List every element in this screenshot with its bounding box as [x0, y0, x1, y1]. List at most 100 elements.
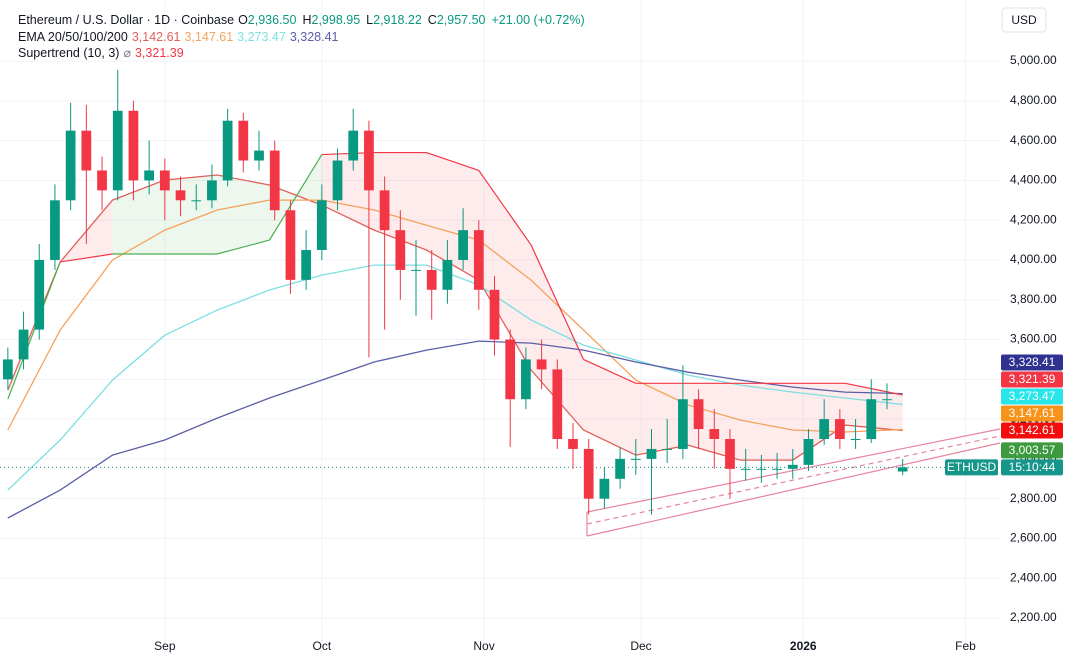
candle-body — [756, 468, 767, 470]
legend: Ethereum / U.S. Dollar · 1D · Coinbase O2… — [18, 12, 589, 62]
candle-body — [159, 170, 170, 191]
axes: 2,200.002,400.002,600.002,800.003,000.00… — [154, 53, 1063, 653]
candle-body — [207, 180, 217, 201]
candle-body — [646, 448, 657, 459]
candle-body — [254, 150, 264, 161]
supertrend-area — [531, 245, 584, 431]
candle-body — [285, 210, 296, 280]
candle-body — [521, 359, 531, 400]
symbol-title: Ethereum / U.S. Dollar · 1D · Coinbase — [18, 13, 235, 27]
currency: USD — [1011, 13, 1037, 27]
candle-body — [662, 448, 673, 450]
candle-body — [787, 464, 798, 469]
ohlc-key: H — [302, 13, 312, 27]
ohlc-item: O2,936.50 — [238, 13, 300, 27]
candle-body — [348, 130, 359, 161]
candle-body — [897, 467, 908, 472]
y-tick-label: 2,600.00 — [1010, 531, 1057, 545]
symbol-tag-label: ETHUSD — [947, 460, 997, 474]
candle-body — [238, 120, 249, 161]
price-tag-label: 3,321.39 — [1009, 372, 1056, 386]
candle-body — [144, 170, 155, 181]
candle-body — [395, 230, 406, 270]
y-tick-label: 4,200.00 — [1010, 212, 1057, 226]
x-tick-label: Oct — [312, 639, 331, 653]
ema-line — [7, 199, 903, 433]
candle-body — [568, 438, 578, 449]
supertrend-segment — [217, 239, 270, 255]
ema-line — [7, 264, 903, 491]
candle-body — [615, 458, 625, 479]
ohlc-key: O — [238, 13, 248, 27]
ohlc-value: 2,957.50 — [436, 13, 486, 27]
supertrend-area — [740, 383, 793, 461]
supertrend-area — [583, 359, 636, 456]
candle-body — [128, 110, 139, 181]
candle-body — [458, 230, 468, 260]
price-tag-label: 3,003.57 — [1009, 443, 1056, 457]
ohlc-value: 2,998.95 — [311, 13, 361, 27]
ema-value: 3,147.61 — [184, 29, 234, 44]
supertrend-segment — [530, 244, 585, 360]
symbol-row: Ethereum / U.S. Dollar · 1D · Coinbase O2… — [18, 12, 589, 29]
ema-row: EMA 20/50/100/200 3,142.61 3,147.61 3,273.4… — [18, 29, 589, 46]
supertrend-area — [426, 152, 479, 281]
x-tick-label: Dec — [630, 639, 651, 653]
candle-body — [426, 269, 437, 290]
supertrend-segment — [7, 261, 61, 400]
currency-box[interactable] — [1001, 7, 1047, 33]
candle-body — [693, 399, 704, 430]
channel-line — [586, 442, 1001, 537]
y-tick-label: 3,800.00 — [1010, 292, 1057, 306]
candle-body — [65, 130, 76, 201]
supertrend-segment — [426, 151, 480, 172]
price-tag — [1001, 422, 1063, 439]
candle-body — [552, 369, 563, 439]
candle-body — [882, 399, 892, 401]
x-tick-label: Nov — [473, 639, 494, 653]
ohlc-item: H2,998.95 — [302, 13, 364, 27]
candle-body — [364, 130, 374, 191]
x-tick-label: Sep — [154, 639, 176, 653]
candle-body — [709, 429, 720, 439]
candle-body — [34, 259, 45, 330]
price-tag — [1001, 371, 1063, 388]
candle-body — [866, 399, 877, 439]
ohlc-value: 2,936.50 — [247, 13, 297, 27]
candle-body — [678, 399, 688, 449]
ema-value: 3,328.41 — [289, 29, 339, 44]
candle-body — [725, 438, 735, 469]
y-tick-label: 4,800.00 — [1010, 93, 1057, 107]
y-tick-label: 4,600.00 — [1010, 133, 1057, 147]
candle-body — [772, 468, 782, 470]
candle-body — [835, 419, 845, 439]
price-tag — [1001, 354, 1063, 371]
indicators — [0, 151, 1000, 519]
candle-body — [505, 339, 516, 400]
price-tag-label: 3,147.61 — [1009, 406, 1056, 420]
y-tick-label: 3,600.00 — [1010, 332, 1057, 346]
supertrend-area — [635, 383, 689, 456]
ohlc-value: 2,918.22 — [373, 13, 422, 27]
ema-value: 3,142.61 — [131, 29, 181, 44]
y-tick-label: 4,400.00 — [1010, 173, 1057, 187]
candle-body — [473, 230, 484, 290]
candle-body — [803, 438, 814, 465]
y-tick-label: 2,800.00 — [1010, 491, 1057, 505]
channel-line — [586, 428, 1001, 513]
candle-body — [819, 419, 830, 439]
candles — [2, 69, 908, 515]
channel-mid — [586, 435, 1001, 525]
candle-body — [316, 200, 327, 251]
ema-line — [7, 340, 903, 519]
candle-body — [442, 259, 453, 290]
price-tag — [1001, 405, 1063, 422]
ema-line — [7, 174, 903, 461]
candle-body — [175, 190, 186, 201]
candle-body — [379, 190, 390, 231]
candle-body — [18, 329, 29, 360]
x-tick-label: Feb — [955, 639, 976, 653]
supertrend-segment — [478, 170, 532, 246]
supertrend-segment — [844, 382, 903, 396]
supertrend-area — [112, 180, 165, 255]
